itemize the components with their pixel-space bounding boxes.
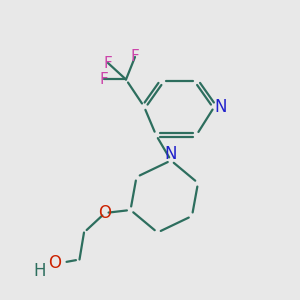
Text: N: N — [165, 145, 177, 163]
Text: O: O — [98, 204, 112, 222]
Text: F: F — [103, 56, 112, 70]
Text: F: F — [130, 50, 140, 64]
Text: N: N — [215, 98, 227, 116]
Text: O: O — [48, 254, 61, 272]
Text: F: F — [99, 72, 108, 87]
Text: H: H — [33, 262, 46, 280]
